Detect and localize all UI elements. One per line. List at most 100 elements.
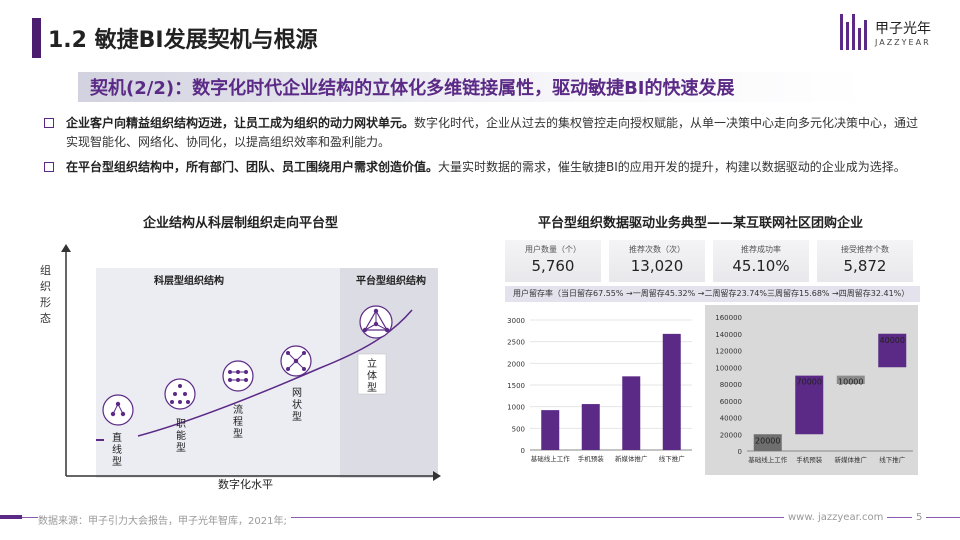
org-structure-diagram: 组 织 形 态 数字化水平 科层型组织结构 平台型组织结构 直 线 型 职 能 … xyxy=(40,244,441,491)
bullet-text: 数字化时代，企业从过去的集权管控走向授权赋能，从单一决策中心走向多元化决策中心，… xyxy=(66,116,919,149)
y-axis-label-char: 态 xyxy=(40,312,51,325)
stage-label-char: 型 xyxy=(292,410,302,423)
title-accent-bar xyxy=(32,18,41,58)
stat-card: 推荐次数（次） 13,020 xyxy=(609,240,705,282)
y-tick-label: 3000 xyxy=(507,317,525,325)
footer-url: www. jazzyear.com xyxy=(784,512,888,523)
stage-label-char: 职 xyxy=(176,418,186,430)
left-diagram-title: 企业结构从科层制组织走向平台型 xyxy=(143,216,339,231)
footer-source: 数据来源：甲子引力大会报告，甲子光年智库，2021年; xyxy=(38,512,291,527)
logo-mark-icon xyxy=(840,14,867,50)
stage-label-char: 型 xyxy=(233,427,243,440)
y-tick-label: 160000 xyxy=(715,314,742,322)
stage-label-char: 直 xyxy=(112,431,122,444)
bar xyxy=(622,376,641,450)
x-axis-label: 数字化水平 xyxy=(218,477,273,491)
stage-label-char: 型 xyxy=(112,455,122,468)
linear-structure-icon xyxy=(102,394,134,426)
stat-card: 推荐成功率 45.10% xyxy=(713,240,809,282)
x-axis-arrow-icon xyxy=(433,471,441,481)
stat-card: 接受推荐个数 5,872 xyxy=(817,240,913,282)
stat-value: 45.10% xyxy=(732,257,790,275)
x-tick-label: 基础线上工作 xyxy=(531,454,571,463)
logo-text-cn: 甲子光年 xyxy=(875,20,931,37)
network-structure-icon xyxy=(280,345,312,377)
y-axis-arrow-icon xyxy=(61,244,71,252)
retention-bar: 用户留存率（当日留存67.55% →一周留存45.32% →二周留存23.74%… xyxy=(505,286,920,302)
y-tick-label: 140000 xyxy=(715,331,742,339)
bar xyxy=(878,333,907,368)
bullet-text: 大量实时数据的需求，催生敏捷BI的应用开发的提升，构建以数据驱动的企业成为选择。 xyxy=(438,160,906,174)
stage-label-char: 网 xyxy=(292,387,302,399)
x-tick-label: 基础线上工作 xyxy=(748,455,788,464)
stage-label-char: 能 xyxy=(176,429,186,442)
bar xyxy=(662,333,681,450)
y-tick-label: 100000 xyxy=(715,364,742,372)
right-panel-title: 平台型组织数据驱动业务典型——某互联网社区团购企业 xyxy=(538,216,864,231)
stage-label-char: 型 xyxy=(367,381,377,394)
page-title: 1.2 敏捷BI发展契机与根源 xyxy=(48,28,318,53)
bullet-bold: 企业客户向精益组织结构迈进，让员工成为组织的动力网状单元。 xyxy=(66,116,415,130)
y-tick-label: 0 xyxy=(521,447,525,455)
channel-bar-chart: 0 500 1000 1500 2000 2500 3000 基础线上工作 手机预装 新媒体推广 线… xyxy=(507,317,692,463)
region-platform-label: 平台型组织结构 xyxy=(356,274,426,287)
x-tick-label: 线下推广 xyxy=(659,454,686,463)
logo-text-en: JAZZYEAR xyxy=(875,37,931,47)
bar xyxy=(581,404,600,450)
y-tick-label: 1500 xyxy=(507,382,525,390)
bullet-item: 在平台型组织结构中，所有部门、团队、员工围绕用户需求创造价值。大量实时数据的需求… xyxy=(44,158,920,177)
platform-band xyxy=(340,268,438,478)
bar xyxy=(836,375,865,384)
y-axis-label-char: 形 xyxy=(40,296,51,309)
stats-panel: 用户数量（个） 5,760 推荐次数（次） 13,020 推荐成功率 45.10… xyxy=(505,240,915,324)
data-label: 20000 xyxy=(755,436,780,445)
stage-label-char: 立 xyxy=(367,357,377,370)
stage-label-char: 流 xyxy=(233,403,243,416)
stage-label-char: 体 xyxy=(367,370,377,382)
data-label: 40000 xyxy=(880,336,905,345)
y-tick-label: 120000 xyxy=(715,348,742,356)
bar xyxy=(795,375,824,435)
3d-label-box xyxy=(357,353,387,395)
y-tick-label: 40000 xyxy=(720,415,742,423)
brand-logo: 甲子光年 JAZZYEAR xyxy=(840,14,931,50)
y-axis-label-char: 组 xyxy=(40,263,51,277)
stat-value: 13,020 xyxy=(630,257,684,275)
stat-card: 用户数量（个） 5,760 xyxy=(505,240,601,282)
process-structure-icon xyxy=(222,360,254,392)
stage-label-char: 状 xyxy=(292,398,302,411)
waterfall-chart: 0 20000 40000 60000 80000 100000 120000 140000 1… xyxy=(705,305,918,475)
data-label: 10000 xyxy=(838,378,863,387)
x-tick-label: 新媒体推广 xyxy=(835,455,868,464)
stage-label-char: 线 xyxy=(112,443,122,456)
y-tick-label: 80000 xyxy=(720,381,742,389)
square-bullet-icon xyxy=(44,162,54,172)
x-tick-label: 手机预装 xyxy=(796,455,823,464)
footer-accent xyxy=(0,515,22,519)
bullet-bold: 在平台型组织结构中，所有部门、团队、员工围绕用户需求创造价值。 xyxy=(66,160,439,174)
stat-label: 接受推荐个数 xyxy=(841,245,889,254)
stat-label: 推荐成功率 xyxy=(741,245,781,254)
y-tick-label: 2000 xyxy=(507,360,525,368)
stat-value: 5,760 xyxy=(531,257,575,275)
y-tick-label: 60000 xyxy=(720,398,742,406)
x-tick-label: 线下推广 xyxy=(879,455,906,464)
bar xyxy=(541,410,560,450)
stage-label-char: 型 xyxy=(176,441,186,454)
3d-structure-icon xyxy=(359,305,393,339)
footer-divider xyxy=(0,517,960,518)
data-label: 70000 xyxy=(797,378,822,387)
stat-label: 推荐次数（次） xyxy=(629,245,685,254)
bar xyxy=(753,434,782,451)
square-bullet-icon xyxy=(44,118,54,128)
x-tick-label: 手机预装 xyxy=(578,454,605,463)
page-number: 5 xyxy=(912,512,927,523)
bullet-list: 企业客户向精益组织结构迈进，让员工成为组织的动力网状单元。数字化时代，企业从过去… xyxy=(44,114,920,183)
y-tick-label: 500 xyxy=(512,425,525,433)
y-tick-label: 20000 xyxy=(720,431,742,439)
y-tick-label: 2500 xyxy=(507,339,525,347)
stat-label: 用户数量（个） xyxy=(525,245,581,254)
y-tick-label: 1000 xyxy=(507,404,525,412)
x-tick-label: 新媒体推广 xyxy=(615,454,648,463)
stage-label-char: 程 xyxy=(233,416,243,428)
